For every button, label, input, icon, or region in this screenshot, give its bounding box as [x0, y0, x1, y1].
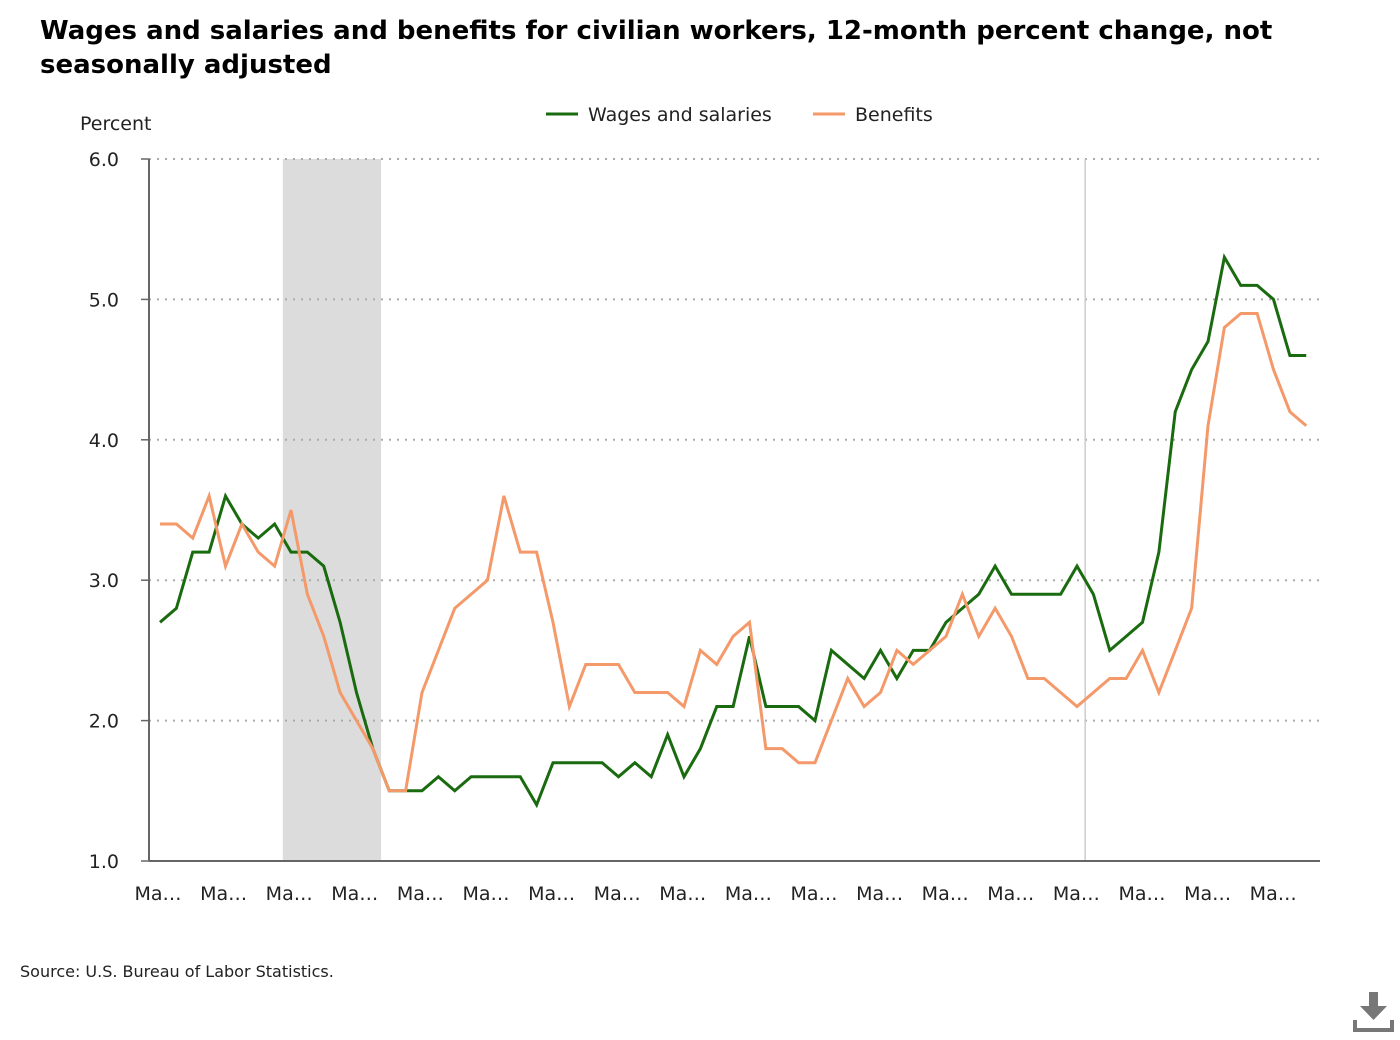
- series-line-benefits: [160, 311, 1308, 793]
- legend-item-benefits: Benefits: [813, 104, 933, 126]
- x-tick-label: Ma…: [594, 883, 641, 905]
- x-tick-label: Ma…: [1250, 883, 1297, 905]
- y-tick-label: 6.0: [89, 149, 119, 171]
- x-tick-label: Ma…: [462, 883, 509, 905]
- download-button[interactable]: [1352, 990, 1396, 1034]
- x-tick-label: Ma…: [987, 883, 1034, 905]
- x-tick-label: Ma…: [922, 883, 969, 905]
- x-tick-label: Ma…: [331, 883, 378, 905]
- y-tick-label: 2.0: [89, 711, 119, 733]
- x-tick-label: Ma…: [528, 883, 575, 905]
- x-tick-label: Ma…: [397, 883, 444, 905]
- y-tick-label: 4.0: [89, 430, 119, 452]
- x-tick-label: Ma…: [266, 883, 313, 905]
- x-tick-label: Ma…: [790, 883, 837, 905]
- legend-label: Wages and salaries: [588, 104, 772, 126]
- recession-shading: [282, 159, 382, 861]
- x-tick-label: Ma…: [134, 883, 181, 905]
- download-icon: [1353, 992, 1394, 1032]
- x-tick-label: Ma…: [1118, 883, 1165, 905]
- y-axis-label: Percent: [80, 113, 152, 135]
- series-line-wages-and-salaries: [159, 253, 1307, 809]
- x-tick-label: Ma…: [725, 883, 772, 905]
- y-tick-label: 5.0: [89, 289, 119, 311]
- x-tick-label: Ma…: [1053, 883, 1100, 905]
- y-tick-label: 3.0: [89, 570, 119, 592]
- x-tick-label: Ma…: [1184, 883, 1231, 905]
- x-tick-label: Ma…: [659, 883, 706, 905]
- source-note: Source: U.S. Bureau of Labor Statistics.: [20, 962, 334, 981]
- legend-label: Benefits: [855, 104, 933, 126]
- chart-title: Wages and salaries and benefits for civi…: [40, 16, 1273, 80]
- x-tick-label: Ma…: [200, 883, 247, 905]
- legend-item-wages-and-salaries: Wages and salaries: [546, 104, 772, 126]
- line-chart: 1.0 2.0 3.0 4.0 5.0 6.0 Ma… Ma… Ma… Ma… Ma… Ma… Ma……: [80, 104, 1322, 905]
- y-tick-label: 1.0: [89, 851, 119, 873]
- x-tick-label: Ma…: [856, 883, 903, 905]
